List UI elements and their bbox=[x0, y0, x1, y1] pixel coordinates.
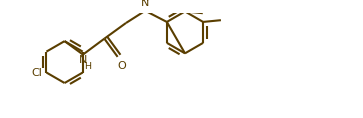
Text: H: H bbox=[84, 62, 91, 71]
Text: N: N bbox=[79, 55, 87, 65]
Text: O: O bbox=[118, 61, 126, 71]
Text: N: N bbox=[141, 0, 149, 8]
Text: Cl: Cl bbox=[31, 67, 42, 78]
Text: H: H bbox=[141, 0, 148, 3]
